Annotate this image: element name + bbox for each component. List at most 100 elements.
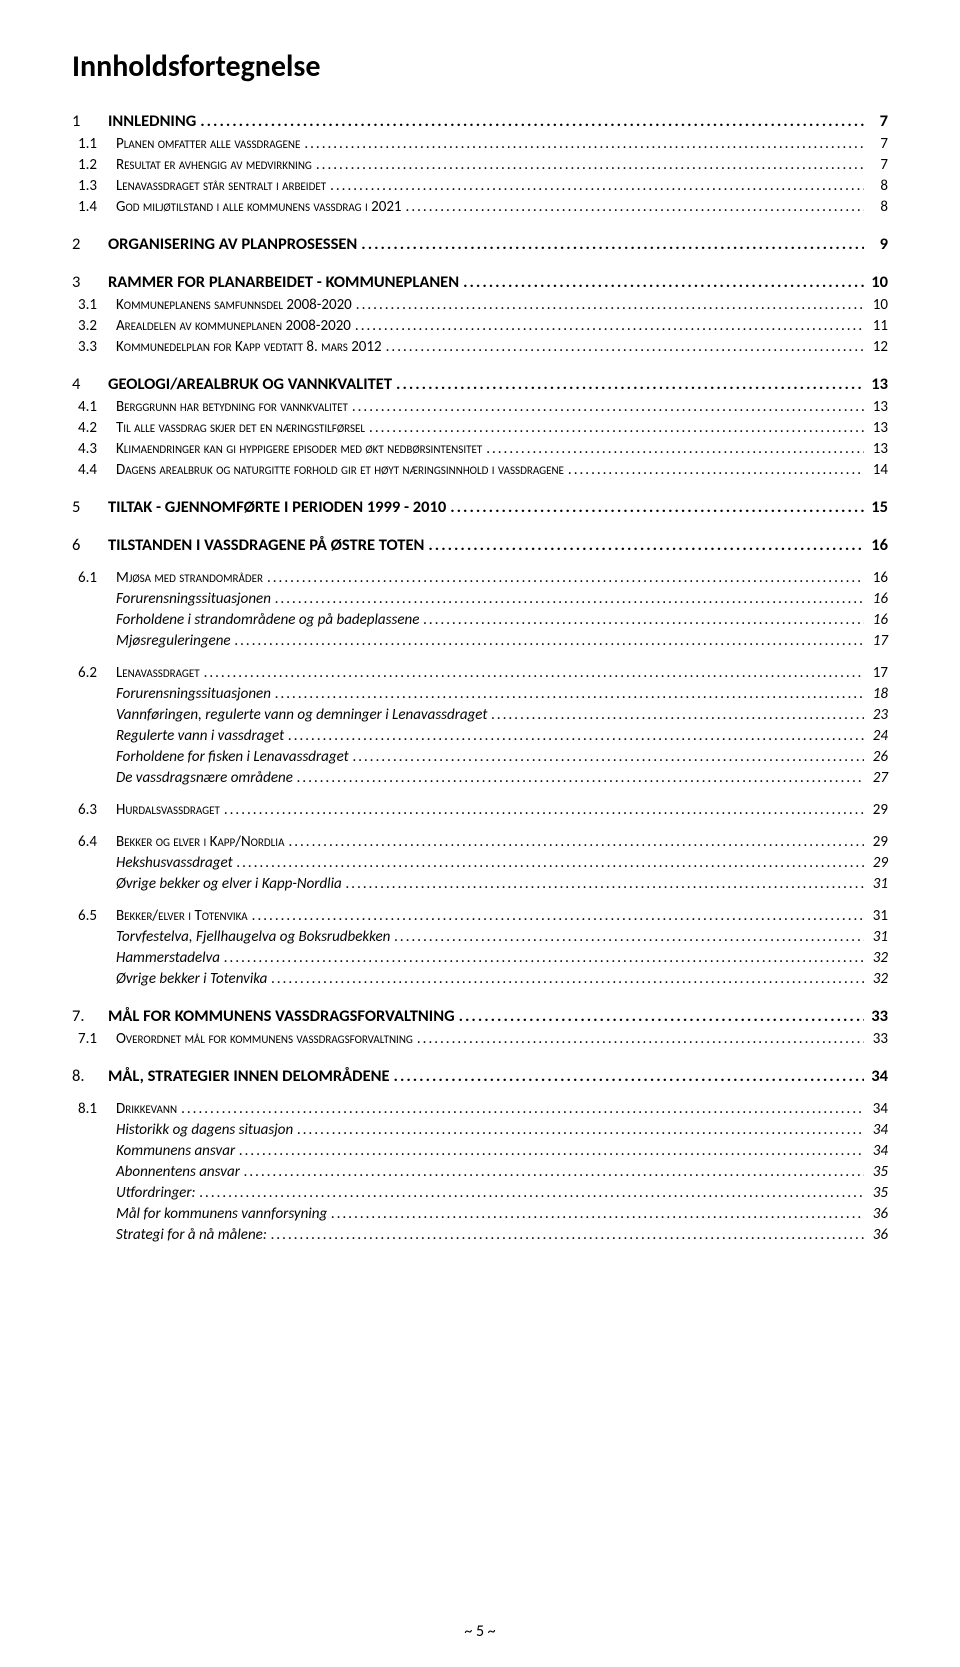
toc-entry-label: Utfordringer: xyxy=(72,1184,196,1202)
toc-entry-number: 6.3 xyxy=(72,801,110,819)
toc-leader-dots xyxy=(220,949,864,967)
toc-entry: De vassdragsnære områdene 27 xyxy=(72,769,888,787)
toc-leader-dots xyxy=(231,632,864,650)
toc-entry-number: 4.2 xyxy=(72,419,110,437)
toc-entry-page: 7 xyxy=(864,135,888,153)
toc-entry-page: 35 xyxy=(864,1163,888,1181)
toc-entry: 6.5Bekker/elver i Totenvika 31 xyxy=(72,907,888,925)
toc-entry: 4.3Klimaendringer kan gi hyppigere episo… xyxy=(72,440,888,458)
toc-leader-dots xyxy=(487,706,864,724)
toc-entry-label: Arealdelen av kommuneplanen 2008-2020 xyxy=(110,317,351,335)
toc-entry-label: De vassdragsnære områdene xyxy=(72,769,293,787)
toc-entry: Øvrige bekker i Totenvika32 xyxy=(72,970,888,988)
toc-entry-number: 8.1 xyxy=(72,1100,110,1118)
toc-entry-number: 1 xyxy=(72,111,102,131)
toc-leader-dots xyxy=(300,135,864,153)
toc-entry: 7.MÅL FOR KOMMUNENS VASSDRAGSFORVALTNING… xyxy=(72,1006,888,1026)
toc-entry-label: MÅL FOR KOMMUNENS VASSDRAGSFORVALTNING xyxy=(102,1006,455,1026)
toc-entry-page: 29 xyxy=(864,854,888,872)
toc-entry-page: 16 xyxy=(864,590,888,608)
toc-entry: 2ORGANISERING AV PLANPROSESSEN9 xyxy=(72,234,888,254)
toc-entry: 3.2Arealdelen av kommuneplanen 2008-2020… xyxy=(72,317,888,335)
toc-entry: Forholdene for fisken i Lenavassdraget26 xyxy=(72,748,888,766)
toc-entry-page: 31 xyxy=(864,928,888,946)
toc-entry-page: 27 xyxy=(864,769,888,787)
toc-leader-dots xyxy=(284,727,864,745)
toc-leader-dots xyxy=(390,928,864,946)
toc-leader-dots xyxy=(348,398,864,416)
toc-entry-page: 16 xyxy=(864,569,888,587)
toc-leader-dots xyxy=(351,317,864,335)
toc-entry: 1.2Resultat er avhengig av medvirkning7 xyxy=(72,156,888,174)
toc-entry-number: 4.1 xyxy=(72,398,110,416)
toc-entry: 1.4God miljøtilstand i alle kommunens va… xyxy=(72,198,888,216)
toc-entry-label: Hekshusvassdraget xyxy=(72,854,233,872)
toc-entry-label: TILTAK - GJENNOMFØRTE I PERIODEN 1999 - … xyxy=(102,497,446,517)
toc-entry-label: Mål for kommunens vannforsyning xyxy=(72,1205,327,1223)
toc-entry-label: Bekker/elver i Totenvika xyxy=(110,907,248,925)
toc-entry: 3.1Kommuneplanens samfunnsdel 2008-20201… xyxy=(72,296,888,314)
toc-entry-page: 33 xyxy=(864,1006,888,1026)
toc-entry-label: MÅL, STRATEGIER INNEN DELOMRÅDENE xyxy=(102,1066,390,1086)
toc-entry: 1INNLEDNING7 xyxy=(72,111,888,131)
toc-entry-label: Øvrige bekker i Totenvika xyxy=(72,970,267,988)
toc-leader-dots xyxy=(564,461,864,479)
toc-entry-label: Planen omfatter alle vassdragene xyxy=(110,135,300,153)
toc-entry-page: 23 xyxy=(864,706,888,724)
toc-entry-page: 14 xyxy=(864,461,888,479)
toc-entry-number: 2 xyxy=(72,234,102,254)
toc-entry-number: 1.4 xyxy=(72,198,110,216)
toc-entry: 8.1Drikkevann 34 xyxy=(72,1100,888,1118)
toc-entry-number: 4.4 xyxy=(72,461,110,479)
toc-entry-number: 6.4 xyxy=(72,833,110,851)
toc-entry-label: Kommuneplanens samfunnsdel 2008-2020 xyxy=(110,296,352,314)
toc-entry-page: 31 xyxy=(864,875,888,893)
toc-entry: 7.1Overordnet mål for kommunens vassdrag… xyxy=(72,1030,888,1048)
toc-entry-page: 13 xyxy=(864,440,888,458)
toc-entry: 6TILSTANDEN I VASSDRAGENE PÅ ØSTRE TOTEN… xyxy=(72,535,888,555)
toc-entry-page: 16 xyxy=(864,535,888,555)
toc-entry-page: 31 xyxy=(864,907,888,925)
toc-entry: 1.1Planen omfatter alle vassdragene7 xyxy=(72,135,888,153)
toc-entry: Forurensningssituasjonen16 xyxy=(72,590,888,608)
toc-entry-page: 34 xyxy=(864,1100,888,1118)
toc-entry-number: 7.1 xyxy=(72,1030,110,1048)
toc-entry-label: Hurdalsvassdraget xyxy=(110,801,220,819)
toc-entry-page: 34 xyxy=(864,1142,888,1160)
toc-entry-label: GEOLOGI/AREALBRUK OG VANNKVALITET xyxy=(102,374,392,394)
toc-entry-page: 12 xyxy=(864,338,888,356)
toc-entry-number: 6.5 xyxy=(72,907,110,925)
toc-entry-label: ORGANISERING AV PLANPROSESSEN xyxy=(102,234,357,254)
toc-list: 1INNLEDNING71.1Planen omfatter alle vass… xyxy=(72,111,888,1244)
toc-entry-page: 15 xyxy=(864,497,888,517)
toc-leader-dots xyxy=(382,338,864,356)
toc-leader-dots xyxy=(271,590,864,608)
toc-leader-dots xyxy=(327,1205,864,1223)
toc-leader-dots xyxy=(267,1226,864,1244)
toc-entry: 4.2Til alle vassdrag skjer det en næring… xyxy=(72,419,888,437)
document-page: Innholdsfortegnelse 1INNLEDNING71.1Plane… xyxy=(0,0,960,1667)
toc-leader-dots xyxy=(349,748,864,766)
toc-entry: Øvrige bekker og elver i Kapp-Nordlia31 xyxy=(72,875,888,893)
toc-leader-dots xyxy=(177,1100,864,1118)
toc-leader-dots xyxy=(357,234,864,254)
toc-leader-dots xyxy=(392,374,864,394)
toc-entry-page: 33 xyxy=(864,1030,888,1048)
toc-entry: 5TILTAK - GJENNOMFØRTE I PERIODEN 1999 -… xyxy=(72,497,888,517)
toc-entry-label: Bekker og elver i Kapp/Nordlia xyxy=(110,833,284,851)
toc-leader-dots xyxy=(326,177,864,195)
toc-entry-label: Forholdene for fisken i Lenavassdraget xyxy=(72,748,349,766)
toc-entry-page: 13 xyxy=(864,374,888,394)
toc-entry-label: Forurensningssituasjonen xyxy=(72,685,271,703)
toc-entry-label: Vannføringen, regulerte vann og demninge… xyxy=(72,706,487,724)
toc-entry-page: 29 xyxy=(864,833,888,851)
toc-leader-dots xyxy=(240,1163,864,1181)
toc-leader-dots xyxy=(312,156,864,174)
toc-entry-label: Torvfestelva, Fjellhaugelva og Boksrudbe… xyxy=(72,928,390,946)
toc-entry-label: Drikkevann xyxy=(110,1100,177,1118)
toc-entry: Forurensningssituasjonen18 xyxy=(72,685,888,703)
toc-entry: Mål for kommunens vannforsyning36 xyxy=(72,1205,888,1223)
toc-entry-label: Resultat er avhengig av medvirkning xyxy=(110,156,312,174)
toc-entry: 3.3Kommunedelplan for Kapp vedtatt 8. ma… xyxy=(72,338,888,356)
toc-entry-label: Berggrunn har betydning for vannkvalitet xyxy=(110,398,348,416)
